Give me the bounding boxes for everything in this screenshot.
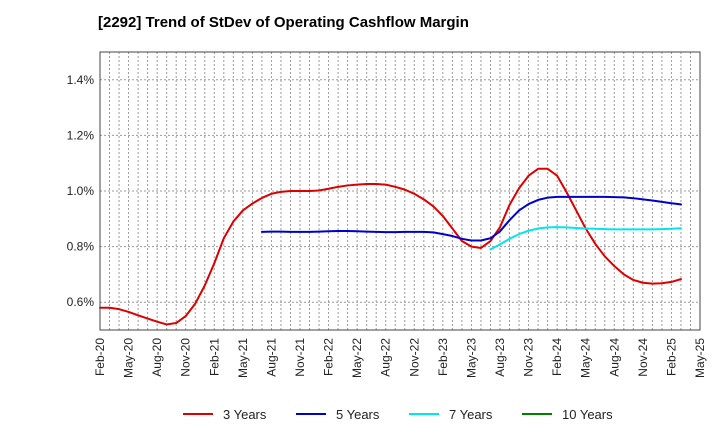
- x-tick-label: May-20: [122, 338, 136, 378]
- x-tick-label: Feb-25: [664, 338, 678, 376]
- x-tick-label: Feb-20: [93, 338, 107, 376]
- x-tick-label: May-23: [464, 338, 478, 378]
- x-tick-label: Nov-24: [636, 338, 650, 377]
- legend-label: 10 Years: [562, 407, 613, 422]
- x-tick-label: May-25: [693, 338, 707, 378]
- legend-label: 7 Years: [449, 407, 493, 422]
- series-line-3-years: [99, 167, 682, 326]
- x-tick-label: Aug-22: [379, 338, 393, 377]
- x-tick-label: Aug-23: [493, 338, 507, 377]
- y-tick-label: 0.8%: [67, 240, 95, 254]
- series-lines: [99, 167, 682, 326]
- x-tick-label: Aug-20: [150, 338, 164, 377]
- series-line-7-years: [489, 226, 682, 251]
- x-tick-label: Nov-21: [293, 338, 307, 377]
- plot-area-border: [99, 51, 701, 331]
- x-tick-label: Aug-21: [264, 338, 278, 377]
- x-tick-label: May-22: [350, 338, 364, 378]
- y-tick-label: 1.4%: [67, 73, 95, 87]
- y-tick-label: 0.6%: [67, 295, 95, 309]
- x-tick-label: Aug-24: [607, 338, 621, 377]
- x-tick-label: Feb-22: [322, 338, 336, 376]
- chart-grid: [100, 52, 700, 330]
- y-tick-label: 1.0%: [67, 184, 95, 198]
- legend-label: 3 Years: [223, 407, 267, 422]
- chart-title: [2292] Trend of StDev of Operating Cashf…: [98, 14, 469, 31]
- x-tick-label: Feb-24: [550, 338, 564, 376]
- x-tick-label: Nov-20: [179, 338, 193, 377]
- x-tick-label: Nov-22: [407, 338, 421, 377]
- x-tick-label: Nov-23: [522, 338, 536, 377]
- x-tick-label: Feb-23: [436, 338, 450, 376]
- y-tick-label: 1.2%: [67, 128, 95, 142]
- x-tick-label: Feb-21: [207, 338, 221, 376]
- x-tick-label: May-24: [579, 338, 593, 378]
- y-axis: 0.6% 0.8% 1.0% 1.2% 1.4%: [67, 73, 95, 309]
- legend: 3 Years 5 Years 7 Years 10 Years: [183, 407, 613, 422]
- x-axis: Feb-20 May-20 Aug-20 Nov-20 Feb-21 May-21 Aug-…: [93, 338, 707, 378]
- x-tick-label: May-21: [236, 338, 250, 378]
- series-line-5-years: [260, 195, 682, 242]
- legend-label: 5 Years: [336, 407, 380, 422]
